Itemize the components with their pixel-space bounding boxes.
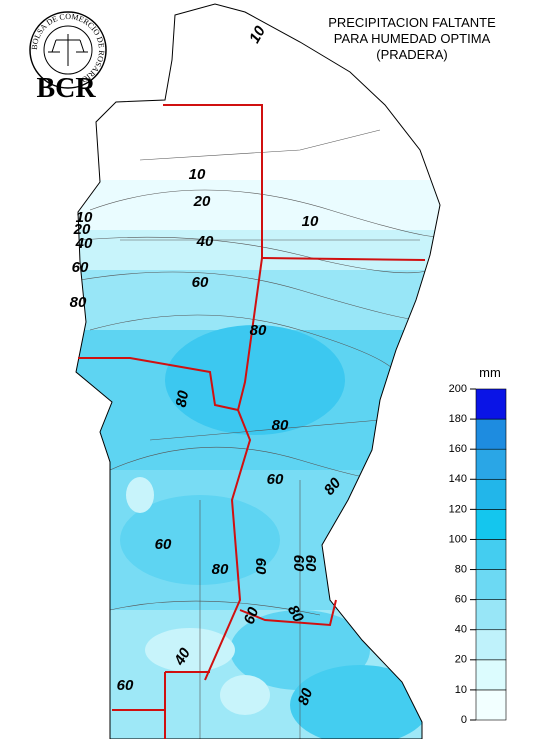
contour-label: 60 xyxy=(117,677,134,694)
contour-label: 60 xyxy=(241,604,263,626)
legend-swatch xyxy=(475,448,507,480)
legend-swatch xyxy=(475,509,507,540)
legend-label: 80 xyxy=(455,563,467,575)
legend-label: 60 xyxy=(455,594,467,606)
legend-label: 100 xyxy=(449,533,467,545)
contour-label: 80 xyxy=(284,602,307,626)
logo-inner xyxy=(43,25,93,75)
legend-label: 120 xyxy=(449,503,467,515)
legend-label: 10 xyxy=(455,684,467,696)
contour-label: 10 xyxy=(302,213,319,230)
legend-swatch xyxy=(475,418,507,450)
logo-emblem xyxy=(48,34,88,66)
province-borders xyxy=(78,104,426,739)
contour-label: 60 xyxy=(302,555,319,572)
legend-swatch xyxy=(475,689,507,721)
legend-swatch xyxy=(475,599,507,631)
legend-label: 180 xyxy=(449,413,467,425)
contour-label: 60 xyxy=(192,274,209,291)
title-line: PRECIPITACION FALTANTE xyxy=(328,15,496,30)
logo-initials: BCR xyxy=(36,73,96,104)
contour-label: 60 xyxy=(267,471,284,488)
contour-label: 60 xyxy=(252,558,269,575)
contour-label: 20 xyxy=(193,193,211,210)
legend-swatch xyxy=(475,478,507,510)
contour-label: 40 xyxy=(196,233,214,250)
contour-label: 10 xyxy=(76,209,93,226)
legend-swatch xyxy=(475,659,507,691)
legend-label: 20 xyxy=(455,654,467,666)
contour-label: 40 xyxy=(171,645,195,669)
legend-label: 200 xyxy=(449,383,467,395)
contour-label: 80 xyxy=(212,561,229,578)
contour-label: 80 xyxy=(70,294,87,311)
contour-label: 60 xyxy=(155,536,172,553)
legend-label: 0 xyxy=(461,714,467,726)
logo: BOLSA DE COMERCIO DE ROSARIO BCR xyxy=(29,11,107,104)
legend: 0 10 20 40 60 80 100 120 140 160 180 200 xyxy=(449,383,507,726)
contour-label: 80 xyxy=(272,417,289,434)
contour-label: 10 xyxy=(246,23,269,47)
title-line: PARA HUMEDAD OPTIMA xyxy=(334,31,491,46)
contour-label: 20 xyxy=(73,221,91,238)
contour-label: 60 xyxy=(72,259,89,276)
contour-label: 80 xyxy=(295,685,317,707)
title-line: (PRADERA) xyxy=(376,47,448,62)
contour-label: 40 xyxy=(75,235,93,252)
legend-label: 40 xyxy=(455,624,467,636)
legend-swatch xyxy=(475,539,507,570)
contour-label: 60 xyxy=(290,555,307,572)
legend-unit: mm xyxy=(479,365,501,380)
legend-swatch xyxy=(475,629,507,661)
contour-label: 80 xyxy=(173,389,193,409)
contour-label: 10 xyxy=(189,166,206,183)
legend-label: 160 xyxy=(449,443,467,455)
legend-label: 140 xyxy=(449,473,467,485)
legend-swatch xyxy=(475,388,507,420)
contour-label: 80 xyxy=(250,322,267,339)
legend-swatch xyxy=(475,569,507,600)
